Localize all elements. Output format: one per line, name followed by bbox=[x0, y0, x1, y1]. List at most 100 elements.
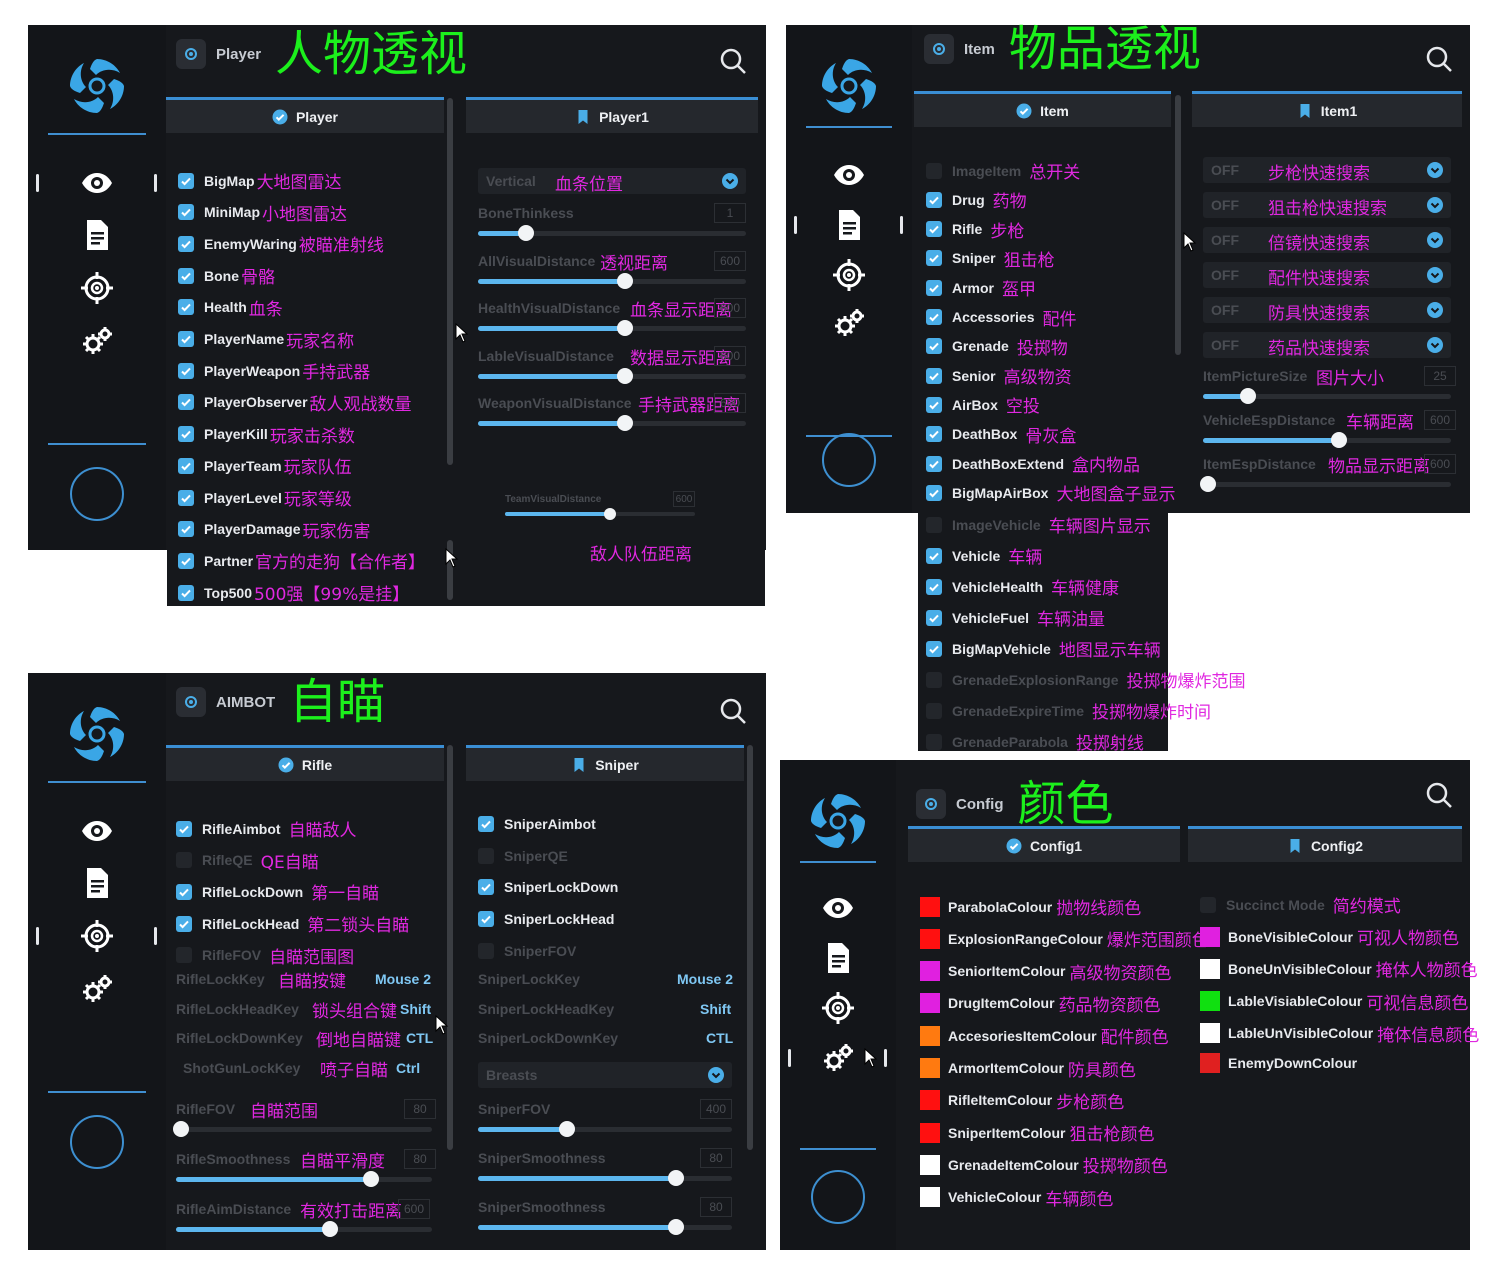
checkbox[interactable] bbox=[926, 426, 942, 443]
slider-value[interactable]: 600 bbox=[714, 345, 746, 366]
checkbox-row[interactable]: Bone 骨骼 bbox=[178, 263, 275, 288]
tab-primary[interactable]: Item bbox=[914, 91, 1171, 127]
checkbox[interactable] bbox=[926, 609, 942, 626]
scrollbar[interactable] bbox=[747, 745, 753, 1150]
document-icon[interactable] bbox=[79, 217, 115, 253]
colour-row[interactable]: LableVisiableColour 可视信息颜色 bbox=[1200, 989, 1468, 1014]
checkbox[interactable] bbox=[926, 516, 942, 533]
slider-knob[interactable] bbox=[617, 320, 634, 336]
slider-value[interactable]: 1 bbox=[714, 203, 746, 223]
slider-value[interactable]: 600 bbox=[673, 491, 695, 507]
checkbox-row[interactable]: BigMapAirBox 大地图盒子显示 bbox=[926, 480, 1175, 505]
keybind-value[interactable]: Mouse 2 bbox=[677, 971, 734, 987]
dropdown-select[interactable]: OFF bbox=[1203, 297, 1451, 323]
checkbox[interactable] bbox=[478, 847, 494, 864]
checkbox[interactable] bbox=[178, 172, 194, 189]
slider-knob[interactable] bbox=[617, 272, 634, 289]
checkbox[interactable] bbox=[926, 221, 942, 238]
checkbox-row[interactable]: Partner 官方的走狗【合作者】 bbox=[178, 548, 425, 573]
checkbox-row[interactable]: PlayerTeam 玩家队伍 bbox=[178, 453, 352, 478]
colour-swatch[interactable] bbox=[1200, 958, 1220, 979]
checkbox[interactable] bbox=[478, 879, 494, 896]
checkbox[interactable] bbox=[926, 309, 942, 325]
colour-swatch[interactable] bbox=[1200, 926, 1220, 947]
checkbox-row[interactable]: BigMapVehicle 地图显示车辆 bbox=[926, 636, 1161, 661]
colour-swatch[interactable] bbox=[920, 1058, 940, 1078]
checkbox[interactable] bbox=[178, 299, 194, 316]
checkbox-row[interactable]: Armor 盔甲 bbox=[926, 275, 1036, 300]
slider-knob[interactable] bbox=[362, 1171, 379, 1187]
slider-knob[interactable] bbox=[617, 367, 634, 384]
checkbox[interactable] bbox=[926, 484, 942, 501]
keybind-value[interactable]: CTL bbox=[706, 1030, 734, 1046]
slider-value[interactable]: 600 bbox=[714, 298, 746, 318]
search-icon[interactable] bbox=[1424, 44, 1454, 74]
colour-row[interactable]: SniperItemColour 狙击枪颜色 bbox=[920, 1120, 1154, 1145]
eye-icon[interactable] bbox=[79, 165, 115, 201]
checkbox-row[interactable]: VehicleHealth 车辆健康 bbox=[926, 574, 1119, 599]
colour-swatch[interactable] bbox=[920, 1187, 940, 1208]
profile-avatar[interactable] bbox=[70, 1115, 124, 1169]
colour-swatch[interactable] bbox=[920, 928, 940, 949]
checkbox-row[interactable]: Health 血条 bbox=[178, 295, 283, 320]
checkbox[interactable] bbox=[1200, 896, 1216, 913]
tab-secondary[interactable]: Config2 bbox=[1188, 826, 1462, 862]
colour-swatch[interactable] bbox=[920, 993, 940, 1014]
checkbox[interactable] bbox=[926, 367, 942, 384]
dropdown-select[interactable]: Vertical bbox=[478, 168, 746, 194]
keybind-value[interactable]: CTL bbox=[406, 1030, 434, 1046]
eye-icon[interactable] bbox=[820, 890, 856, 926]
search-icon[interactable] bbox=[1424, 780, 1454, 810]
checkbox-row[interactable]: GrenadeExpireTime 投掷物爆炸时间 bbox=[926, 698, 1211, 723]
checkbox[interactable] bbox=[926, 640, 942, 657]
document-icon[interactable] bbox=[79, 865, 115, 901]
slider-track[interactable] bbox=[173, 1121, 432, 1137]
checkbox[interactable] bbox=[926, 547, 942, 564]
checkbox-row[interactable]: RifleFOV 自瞄范围图 bbox=[176, 943, 354, 968]
checkbox-row[interactable]: ImageVehicle 车辆图片显示 bbox=[926, 512, 1151, 537]
slider-track[interactable] bbox=[1203, 432, 1451, 448]
colour-row[interactable]: LableUnVisibleColour 掩体信息颜色 bbox=[1200, 1021, 1479, 1046]
crosshair-icon[interactable] bbox=[79, 918, 115, 954]
checkbox[interactable] bbox=[926, 578, 942, 595]
checkbox[interactable] bbox=[926, 250, 942, 267]
checkbox-row[interactable]: Accessories 配件 bbox=[926, 305, 1077, 330]
checkbox-row[interactable]: SniperQE bbox=[478, 847, 568, 864]
slider-track[interactable] bbox=[176, 1171, 432, 1187]
slider-value[interactable]: 600 bbox=[1424, 410, 1456, 430]
colour-swatch[interactable] bbox=[920, 896, 940, 917]
checkbox-row[interactable]: AirBox 空投 bbox=[926, 392, 1040, 417]
slider-value[interactable]: 600 bbox=[714, 250, 746, 271]
checkbox[interactable] bbox=[178, 235, 194, 252]
checkbox[interactable] bbox=[926, 733, 942, 750]
colour-swatch[interactable] bbox=[920, 961, 940, 982]
checkbox[interactable] bbox=[478, 816, 494, 832]
checkbox[interactable] bbox=[178, 362, 194, 379]
slider-knob[interactable] bbox=[617, 415, 634, 431]
checkbox[interactable] bbox=[926, 396, 942, 413]
slider-track[interactable] bbox=[478, 1121, 732, 1137]
slider-knob[interactable] bbox=[668, 1219, 685, 1235]
checkbox-row[interactable]: RifleAimbot 自瞄敌人 bbox=[176, 816, 357, 841]
document-icon[interactable] bbox=[831, 207, 867, 243]
checkbox-row[interactable]: PlayerWeapon 手持武器 bbox=[178, 358, 370, 383]
checkbox-row[interactable]: VehicleFuel 车辆油量 bbox=[926, 605, 1105, 630]
slider-value[interactable]: 80 bbox=[404, 1149, 436, 1169]
eye-icon[interactable] bbox=[831, 157, 867, 193]
checkbox-row[interactable]: PlayerLevel 玩家等级 bbox=[178, 485, 352, 510]
checkbox[interactable] bbox=[178, 331, 194, 347]
checkbox[interactable] bbox=[178, 521, 194, 538]
checkbox[interactable] bbox=[178, 426, 194, 443]
checkbox-row[interactable]: BigMap 大地图雷达 bbox=[178, 168, 342, 193]
slider-value[interactable]: 80 bbox=[404, 1099, 436, 1119]
slider-knob[interactable] bbox=[1239, 388, 1256, 404]
slider-track[interactable] bbox=[505, 508, 695, 520]
checkbox-row[interactable]: PlayerObserver 敌人观战数量 bbox=[178, 390, 412, 415]
scrollbar[interactable] bbox=[1175, 95, 1181, 355]
dropdown-select[interactable]: OFF bbox=[1203, 192, 1451, 218]
slider-track[interactable] bbox=[478, 320, 746, 336]
slider-knob[interactable] bbox=[518, 225, 535, 241]
colour-row[interactable]: EnemyDownColour bbox=[1200, 1053, 1357, 1074]
checkbox-row[interactable]: GrenadeParabola 投掷射线 bbox=[926, 729, 1144, 754]
colour-row[interactable]: BoneUnVisibleColour 掩体人物颜色 bbox=[1200, 956, 1478, 981]
